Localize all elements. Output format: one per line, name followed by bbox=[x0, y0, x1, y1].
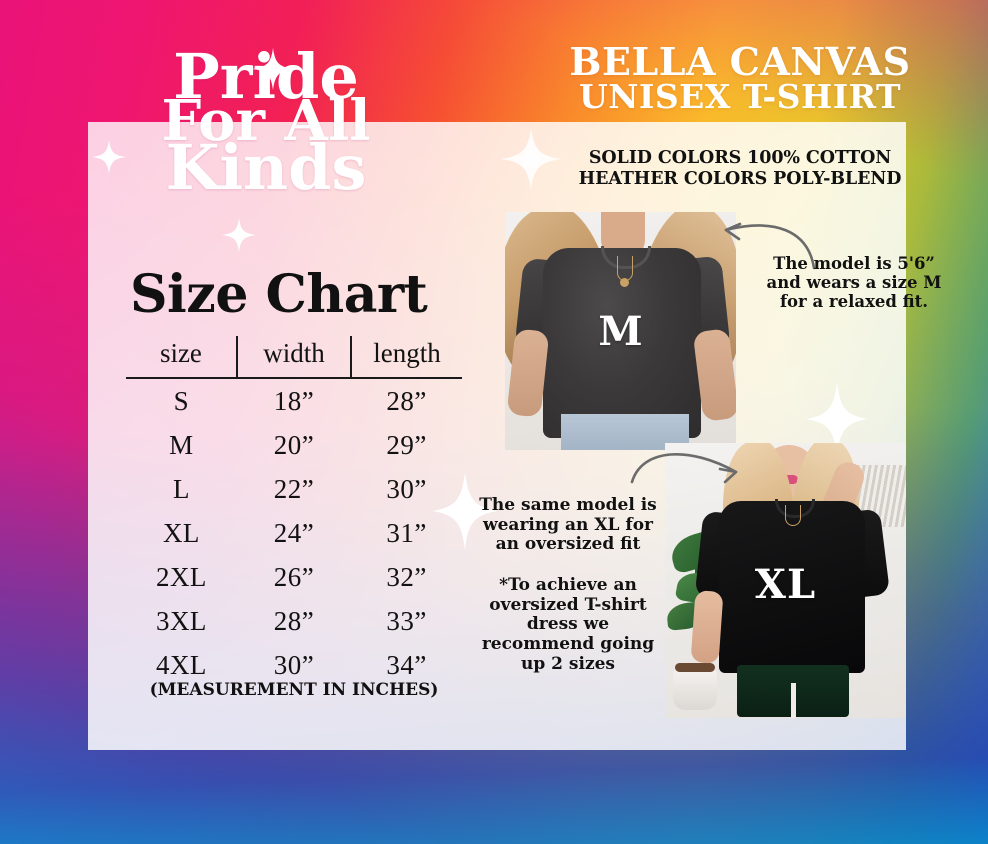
table-row: M 20” 29” bbox=[126, 423, 462, 467]
size-chart-title: Size Chart bbox=[130, 264, 428, 325]
cell-size: M bbox=[169, 429, 194, 460]
necklace bbox=[785, 505, 801, 526]
table-row: S 18” 28” bbox=[126, 378, 462, 423]
cell-size: S bbox=[173, 385, 190, 416]
measurement-note: (MEASUREMENT IN INCHES) bbox=[149, 680, 439, 700]
cell-length: 31” bbox=[386, 517, 427, 548]
cell-size: L bbox=[172, 473, 190, 504]
table-row: 2XL 26” 32” bbox=[126, 555, 462, 599]
brand-logo-line-2: For All bbox=[161, 87, 371, 154]
product-brand-header: BELLA CANVAS UNISEX T-SHIRT bbox=[520, 39, 960, 116]
tshirt-body-black-oversized bbox=[719, 501, 865, 673]
cell-length: 29” bbox=[386, 429, 427, 460]
table-row: XL 24” 31” bbox=[126, 511, 462, 555]
callout-dress-note: *To achieve an oversized T-shirt dress w… bbox=[481, 575, 655, 674]
table-row: 4XL 30” 34” bbox=[126, 643, 462, 687]
cell-width: 26” bbox=[273, 561, 315, 592]
leg-gap bbox=[791, 683, 796, 718]
shirt-size-label: M bbox=[598, 308, 643, 355]
cell-length: 32” bbox=[386, 561, 427, 592]
cell-width: 18” bbox=[273, 385, 315, 416]
column-header-length: length bbox=[350, 336, 462, 379]
cell-size: XL bbox=[162, 517, 200, 548]
cell-width: 24” bbox=[273, 517, 315, 548]
plant-soil bbox=[675, 663, 715, 672]
cell-width: 28” bbox=[273, 605, 315, 636]
cell-length: 30” bbox=[386, 473, 427, 504]
model-photo-size-xl: XL bbox=[665, 443, 906, 718]
table-row: L 22” 30” bbox=[126, 467, 462, 511]
callout-model-m: The model is 5'6” and wears a size M for… bbox=[766, 254, 942, 312]
cell-size: 3XL bbox=[155, 605, 207, 636]
brand-logo-line-3: Kinds bbox=[165, 130, 367, 204]
cell-length: 28” bbox=[386, 385, 427, 416]
shirt-size-label: XL bbox=[754, 561, 817, 608]
brand-name: BELLA CANVAS bbox=[569, 39, 911, 84]
cell-width: 22” bbox=[273, 473, 315, 504]
fabric-line-solid: SOLID COLORS 100% COTTON bbox=[588, 148, 892, 168]
plant-pot bbox=[673, 670, 717, 710]
table-row: 3XL 28” 33” bbox=[126, 599, 462, 643]
cell-width: 30” bbox=[273, 649, 315, 680]
column-header-size: size bbox=[126, 336, 237, 379]
table-header-row: size width length bbox=[126, 336, 462, 379]
cell-width: 20” bbox=[273, 429, 315, 460]
pendant bbox=[620, 278, 629, 287]
fabric-line-heather: HEATHER COLORS POLY-BLEND bbox=[578, 168, 902, 189]
cell-size: 4XL bbox=[155, 649, 207, 680]
cell-size: 2XL bbox=[155, 561, 207, 592]
cell-length: 34” bbox=[386, 649, 427, 680]
product-type: UNISEX T-SHIRT bbox=[578, 76, 902, 116]
model-photo-size-m: M bbox=[505, 212, 736, 450]
callout-model-xl: The same model is wearing an XL for an o… bbox=[479, 495, 657, 555]
size-chart-table: size width length S 18” 28” M 20” 29” L … bbox=[126, 336, 462, 687]
column-header-width: width bbox=[235, 336, 352, 379]
brand-logo-pride-for-all-kinds: Pride For All Kinds bbox=[96, 46, 436, 242]
cell-length: 33” bbox=[386, 605, 427, 636]
fabric-composition: SOLID COLORS 100% COTTON HEATHER COLORS … bbox=[520, 148, 960, 189]
